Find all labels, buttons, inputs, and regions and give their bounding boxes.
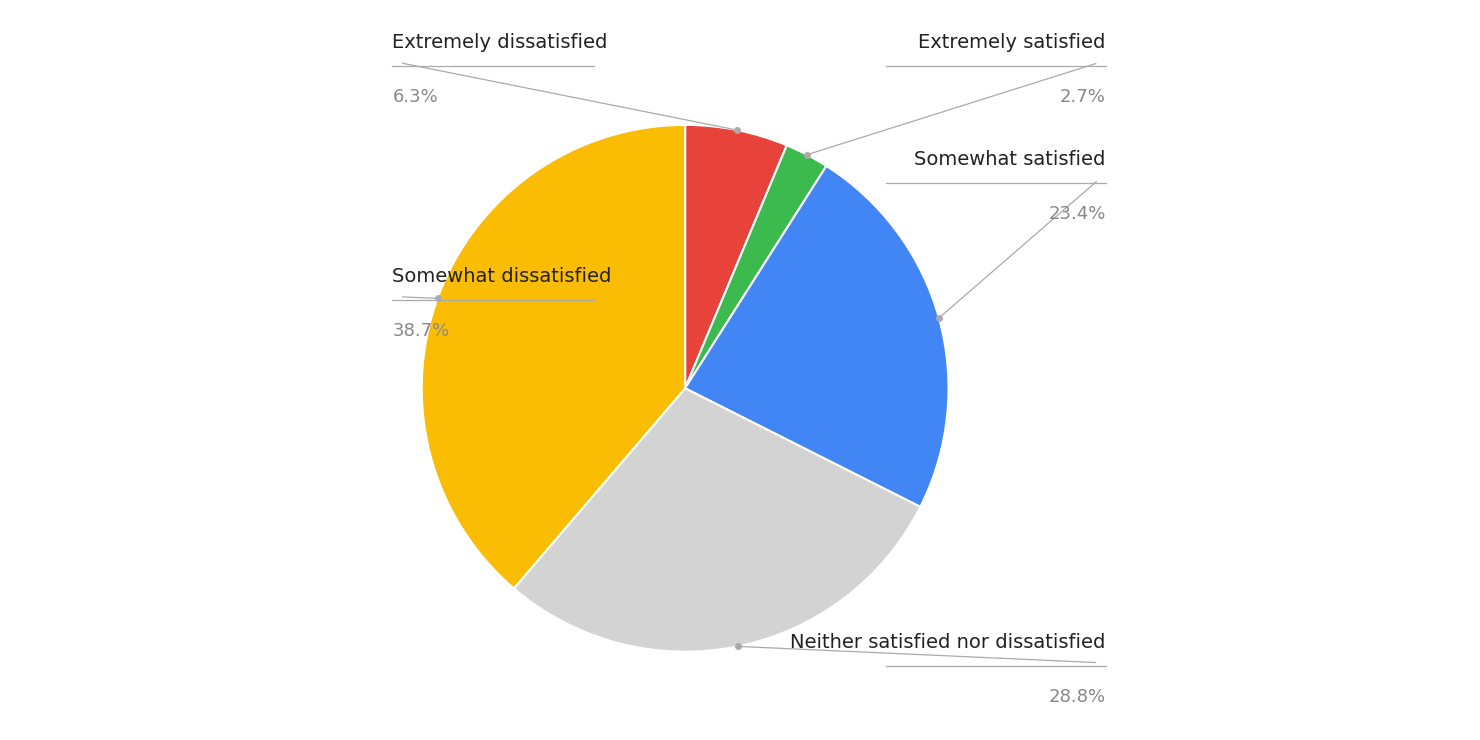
Text: Neither satisfied nor dissatisfied: Neither satisfied nor dissatisfied — [790, 633, 1106, 652]
Wedge shape — [422, 125, 685, 588]
Text: Extremely satisfied: Extremely satisfied — [919, 33, 1106, 52]
Text: Somewhat dissatisfied: Somewhat dissatisfied — [392, 267, 611, 286]
Text: Extremely dissatisfied: Extremely dissatisfied — [392, 33, 608, 52]
Text: 38.7%: 38.7% — [392, 323, 450, 340]
Text: 28.8%: 28.8% — [1049, 688, 1106, 706]
Text: 23.4%: 23.4% — [1048, 206, 1106, 223]
Wedge shape — [685, 166, 949, 507]
Wedge shape — [685, 125, 787, 388]
Wedge shape — [685, 145, 826, 388]
Text: 6.3%: 6.3% — [392, 88, 438, 107]
Text: 2.7%: 2.7% — [1060, 88, 1106, 107]
Text: Somewhat satisfied: Somewhat satisfied — [915, 149, 1106, 169]
Wedge shape — [514, 388, 921, 652]
